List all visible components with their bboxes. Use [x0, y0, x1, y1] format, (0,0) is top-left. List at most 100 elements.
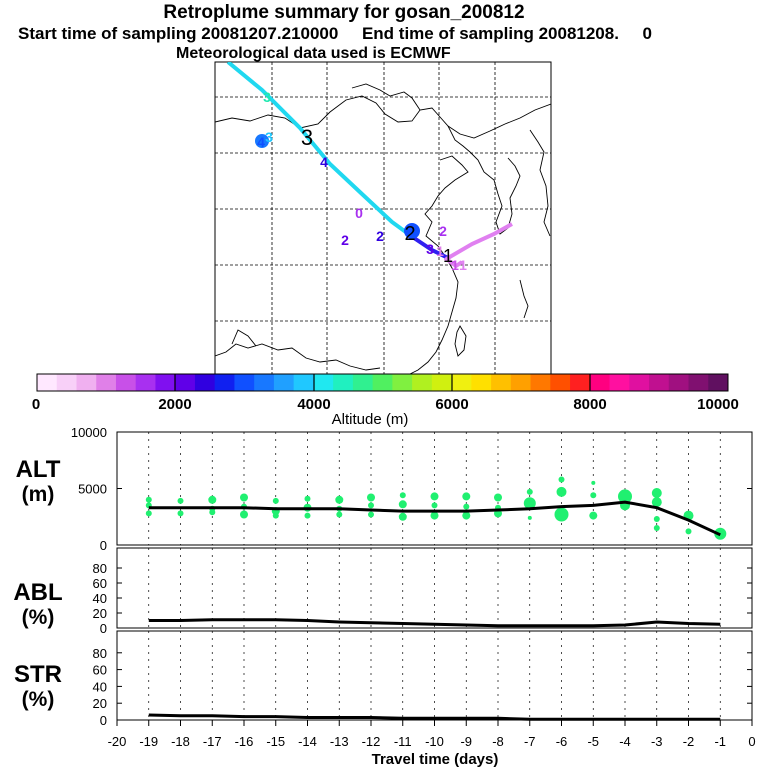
y-axis-label: (m): [22, 483, 55, 506]
trajectory-path-mid: [412, 236, 449, 260]
altitude-point: [399, 492, 406, 499]
map-graticule: [215, 62, 551, 374]
colorbar-swatch: [352, 374, 374, 391]
y-tick-label: 0: [100, 621, 107, 636]
x-tick-label: -10: [425, 734, 444, 749]
colorbar-swatch: [491, 374, 512, 391]
x-tick-label: -20: [108, 734, 127, 749]
colorbar-swatch: [76, 374, 97, 391]
colorbar-swatch: [372, 374, 393, 391]
x-tick-label: -12: [362, 734, 381, 749]
altitude-point: [304, 495, 311, 502]
colorbar-tick: 6000: [435, 396, 468, 413]
altitude-point: [145, 510, 152, 517]
colorbar-tick: 4000: [297, 396, 330, 413]
altitude-point: [523, 497, 536, 510]
trajectory-path-tail: [443, 256, 464, 269]
map-markers: 3 4 3 3 4 0 2 2 2 2 3 1 1 1 1: [255, 89, 467, 273]
colorbar-swatch: [293, 374, 314, 391]
x-tick-label: 0: [748, 734, 755, 749]
map-marker: 1: [443, 246, 453, 266]
map-marker: 3: [265, 129, 273, 145]
y-tick-label: 10000: [71, 425, 107, 440]
colorbar-tick: 2000: [158, 396, 191, 413]
colorbar-tick: 10000: [697, 396, 739, 413]
colorbar-label: Altitude (m): [332, 411, 409, 428]
altitude-point: [336, 511, 343, 518]
altitude-point: [177, 497, 184, 504]
y-tick-label: 40: [93, 591, 107, 606]
x-tick-label: -13: [330, 734, 349, 749]
altitude-point: [494, 493, 502, 502]
y-tick-label: 5000: [78, 482, 107, 497]
str-series-line: [148, 713, 721, 721]
y-tick-label: 0: [100, 538, 107, 553]
x-axis-label: Travel time (days): [372, 751, 499, 768]
colorbar-swatch: [56, 374, 77, 391]
altitude-point: [368, 502, 374, 509]
colorbar-swatch: [273, 374, 295, 391]
map-marker-dot: [404, 223, 420, 239]
altitude-point: [653, 525, 660, 531]
abl-series-line: [148, 618, 721, 628]
x-tick-label: -16: [235, 734, 254, 749]
colorbar-swatch: [550, 374, 571, 391]
colorbar-frame: [36, 373, 729, 392]
altitude-point: [462, 511, 471, 520]
y-tick-label: 40: [93, 679, 107, 694]
colorbar-swatch: [688, 374, 709, 391]
colorbar-swatch: [530, 374, 551, 391]
y-tick-label: 60: [93, 663, 107, 678]
y-tick-label: 20: [93, 696, 107, 711]
map-marker: 4: [257, 134, 265, 150]
page-title: Retroplume summary for gosan_200812: [163, 2, 525, 23]
x-tick-label: -2: [683, 734, 695, 749]
altitude-point: [177, 510, 184, 517]
colorbar-swatch: [510, 374, 532, 391]
altitude-point: [398, 512, 407, 521]
panel-frame: [116, 630, 753, 721]
colorbar-swatch: [234, 374, 255, 391]
colorbar-swatch: [589, 374, 611, 391]
x-tick-label: -8: [492, 734, 504, 749]
colorbar-swatch: [392, 374, 413, 391]
y-tick-label: 20: [93, 606, 107, 621]
altitude-point: [651, 497, 662, 508]
x-tick-label: -14: [298, 734, 317, 749]
colorbar-swatch: [194, 374, 216, 391]
x-tick-label: -11: [394, 734, 412, 749]
altitude-point: [618, 489, 632, 504]
altitude-point: [367, 493, 375, 502]
colorbar-swatch: [708, 374, 729, 391]
altitude-point: [651, 488, 662, 498]
x-tick-label: -18: [171, 734, 190, 749]
y-axis-label: STR: [14, 661, 62, 688]
x-tick-label: -1: [714, 734, 726, 749]
map-marker: 4: [320, 154, 328, 170]
map-marker: 2: [404, 223, 415, 245]
colorbar-tick: 8000: [573, 396, 606, 413]
x-tick-label: -6: [556, 734, 568, 749]
altitude-point: [304, 512, 311, 519]
trajectory-path-end: [446, 222, 513, 260]
y-axis-label: ALT: [16, 456, 61, 483]
altitude-point: [272, 512, 279, 519]
colorbar-tick: 0: [32, 396, 40, 413]
colorbar-swatch: [175, 374, 196, 391]
x-tick-label: -3: [651, 734, 663, 749]
colorbar-swatch: [333, 374, 354, 391]
altitude-point: [590, 492, 597, 499]
altitude-point: [240, 510, 248, 519]
trajectory-map: 3 4 3 3 4 0 2 2 2 2 3 1 1 1 1: [214, 61, 552, 375]
y-axis-label: (%): [22, 606, 55, 629]
panel-frame: [116, 547, 753, 629]
altitude-point: [685, 528, 692, 535]
y-tick-label: 60: [93, 576, 107, 591]
panel-alt: 0 5000 10000 ALT(m): [16, 425, 753, 553]
alt-series-line: [148, 500, 721, 537]
colorbar-swatch: [313, 374, 334, 391]
altitude-point: [526, 488, 533, 495]
